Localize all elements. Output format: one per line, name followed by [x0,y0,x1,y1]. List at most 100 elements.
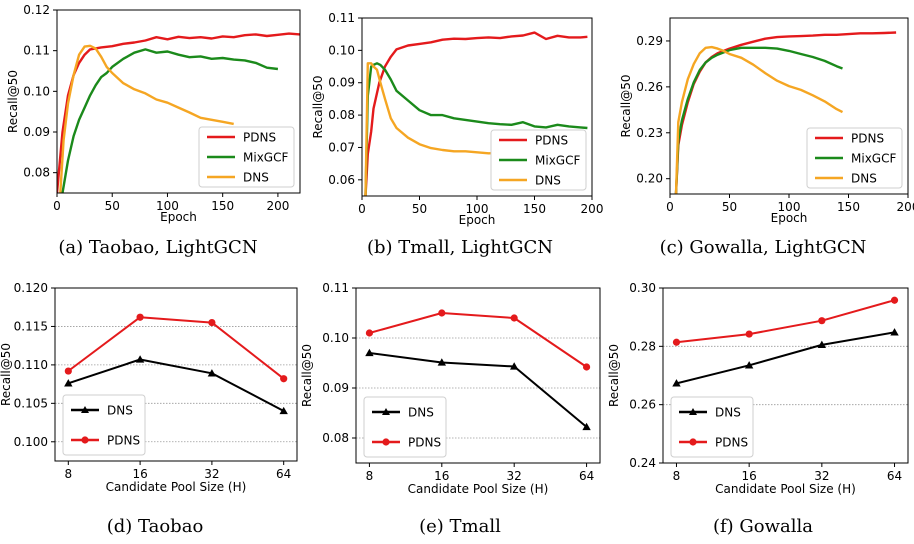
y-tick-label: 0.11 [328,11,355,25]
chart-caption: (d) Taobao [106,516,204,537]
x-tick-label: 100 [466,202,489,216]
chart-caption: (c) Gowalla, LightGCN [659,237,867,258]
x-axis-label: Epoch [160,210,197,224]
data-point [64,379,73,387]
plot-frame [54,287,298,462]
y-tick-label: 0.08 [322,431,349,445]
y-tick-label: 0.10 [23,84,50,98]
y-tick-label: 0.09 [328,76,355,90]
y-axis-label: Recall@50 [300,344,314,407]
series-line-dns [369,352,588,428]
data-point [365,329,374,337]
y-tick-label: 0.08 [23,166,50,180]
x-tick-label: 150 [211,199,234,213]
chart-svg: 0.20 0.23 0.26 0.29 0 50 100 150 200 Epoch Recall@… [619,17,914,225]
chart-tmall-epoch: 0.06 0.07 0.08 0.09 0.10 0.11 0 50 100 150 200 Epoc… [300,0,605,270]
chart-gowalla-pool: 0.24 0.26 0.28 0.30 8 16 32 64 Candidate Pool Si… [605,275,914,544]
y-tick-label: 0.28 [629,339,656,353]
x-tick-label: 150 [523,202,546,216]
data-point [136,313,144,321]
x-tick-label: 32 [814,469,829,483]
y-tick-label: 0.09 [322,381,349,395]
y-tick-label: 0.08 [328,108,355,122]
x-tick-label: 64 [887,469,902,483]
legend-marker [382,438,390,446]
y-axis-label: Recall@50 [619,74,633,137]
chart-gowalla-epoch: 0.20 0.23 0.26 0.29 0 50 100 150 200 Epoch Recall@… [605,0,914,270]
legend-box [198,126,295,188]
chart-caption: (b) Tmall, LightGCN [366,237,553,258]
series-line-dns [674,45,844,194]
data-point [135,355,145,363]
y-tick-label: 0.10 [322,331,349,345]
data-point [365,348,374,357]
legend-label: PDNS [107,434,140,448]
legend-marker [81,436,89,444]
legend-label: PDNS [535,134,568,148]
y-tick-label: 0.115 [14,319,48,333]
y-tick-label: 0.110 [14,358,48,372]
chart-caption: (e) Tmall [419,516,501,537]
legend-label: PDNS [243,131,276,145]
y-tick-label: 0.09 [23,125,50,139]
series-line-dns [67,358,285,412]
data-point [438,309,446,317]
series-line-pdns [57,32,300,193]
x-tick-label: 0 [666,200,674,214]
y-tick-label: 0.105 [14,396,48,410]
x-tick-label: 64 [579,469,594,483]
x-axis-label: Candidate Pool Size (H) [106,480,247,494]
chart-caption: (a) Taobao, LightGCN [58,237,258,258]
y-tick-label: 0.11 [322,281,349,295]
chart-svg: 0.24 0.26 0.28 0.30 8 16 32 64 Candidate Pool Si… [607,281,909,496]
x-tick-label: 50 [722,200,737,214]
x-tick-label: 50 [105,199,120,213]
legend-label: PDNS [408,436,441,450]
series-line-pdns [67,316,285,380]
series-line-dns [364,62,512,196]
data-point [510,314,518,322]
y-tick-label: 0.20 [636,172,663,186]
x-tick-label: 8 [366,469,374,483]
legend-label: DNS [408,406,434,420]
x-tick-label: 32 [204,467,219,481]
data-point [582,422,591,431]
series-line-dns [59,44,234,193]
plot-frame [56,9,301,194]
x-axis-label: Epoch [771,211,808,225]
legend-label: DNS [851,172,877,186]
x-tick-label: 50 [412,202,427,216]
legend-marker [689,408,697,415]
chart-taobao-pool: 0.100 0.105 0.110 0.115 0.120 8 16 32 64 Candidat… [0,275,300,544]
chart-taobao-epoch: 0.08 0.09 0.10 0.11 0.12 0 50 100 150 200 Epoch Rec… [0,0,301,270]
data-point [744,361,754,369]
legend-box [490,129,587,191]
x-tick-label: 8 [64,467,72,481]
legend-box [806,127,903,189]
data-point [208,319,216,327]
legend-label: MixGCF [851,152,896,166]
y-axis-label: Recall@50 [607,344,621,407]
y-tick-label: 0.23 [636,126,663,140]
plot-frame [355,287,601,464]
legend-marker [81,406,89,413]
legend-label: DNS [243,171,269,185]
x-tick-label: 200 [897,200,914,214]
x-tick-label: 200 [266,199,289,213]
x-tick-label: 16 [742,469,757,483]
y-tick-label: 0.120 [14,281,48,295]
series-line-pdns [676,299,895,344]
legend-label: DNS [107,404,133,418]
y-tick-label: 0.10 [328,43,355,57]
data-point [890,296,899,304]
chart-svg: 0.08 0.09 0.10 0.11 0.12 0 50 100 150 200 Epoch Rec… [6,3,301,224]
x-tick-label: 16 [132,467,147,481]
x-axis-label: Candidate Pool Size (H) [715,482,856,496]
plot-frame [361,17,593,197]
x-tick-label: 0 [53,199,61,213]
data-point [64,367,72,375]
x-axis-label: Epoch [459,213,496,227]
y-tick-label: 0.30 [629,281,656,295]
data-point [509,362,519,370]
data-point [207,369,217,377]
